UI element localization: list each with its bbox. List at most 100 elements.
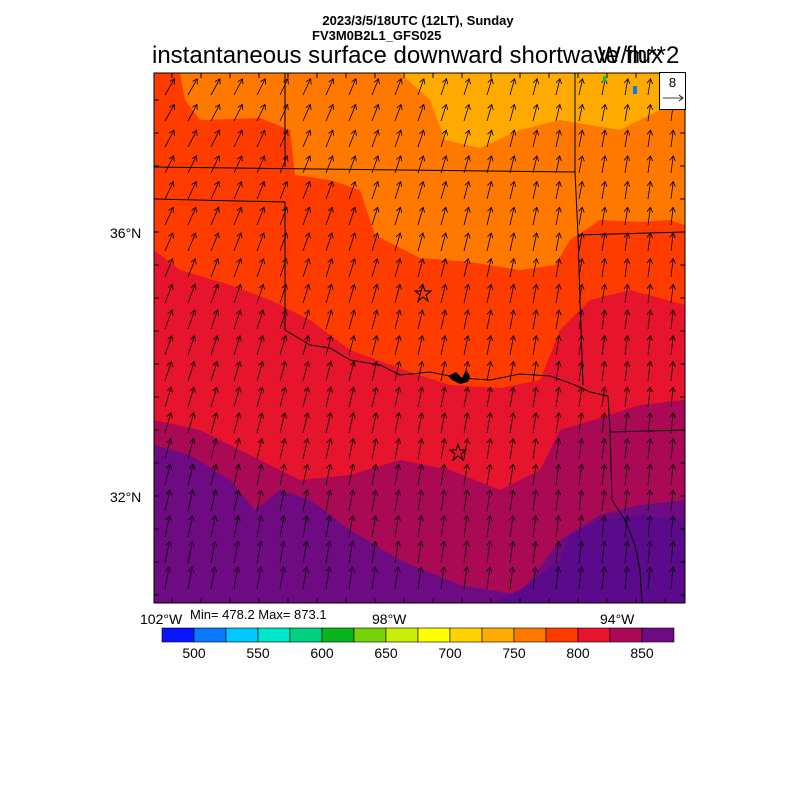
wind-vector xyxy=(187,156,196,174)
wind-vector xyxy=(648,439,650,460)
wind-vector xyxy=(602,490,604,512)
wind-vector xyxy=(348,516,353,538)
wind-vector xyxy=(532,207,537,226)
wind-vector xyxy=(256,104,265,122)
wind-vector xyxy=(579,413,582,434)
wind-vector xyxy=(371,156,378,174)
wind-vector xyxy=(302,516,307,538)
wind-vector xyxy=(533,439,536,460)
wind-vector xyxy=(532,233,537,252)
wind-vector xyxy=(233,156,242,174)
wind-vector xyxy=(579,130,582,148)
wind-vector xyxy=(302,490,307,512)
colorbar-label: 700 xyxy=(438,645,462,661)
wind-vector xyxy=(533,567,536,590)
wind-vector xyxy=(648,130,650,148)
wind-vector xyxy=(348,104,356,122)
wind-vector xyxy=(164,207,173,226)
wind-vector xyxy=(210,156,219,174)
wind-vector xyxy=(509,130,514,148)
shaded-field xyxy=(154,73,685,603)
wind-vector xyxy=(441,541,444,564)
min-max-stats: Min= 478.2 Max= 873.1 xyxy=(190,607,327,622)
wind-vector xyxy=(556,464,559,486)
wind-vector xyxy=(464,541,467,564)
wind-vector xyxy=(417,104,424,122)
wind-vector xyxy=(279,567,284,590)
wind-vector xyxy=(279,439,285,460)
wind-vector xyxy=(187,567,192,590)
wind-vector xyxy=(417,516,421,538)
wind-vector xyxy=(325,516,330,538)
wind-vector xyxy=(487,567,490,590)
wind-vector xyxy=(256,182,264,200)
wind-vector xyxy=(579,284,582,304)
wind-vector xyxy=(302,439,308,460)
wind-vector xyxy=(394,336,400,356)
colorbar xyxy=(161,627,675,643)
wind-vector xyxy=(233,259,241,278)
wind-vector xyxy=(625,567,627,590)
wind-vector xyxy=(233,439,239,460)
wind-vector xyxy=(371,182,378,200)
wind-vector xyxy=(187,464,193,486)
wind-vector xyxy=(325,567,329,590)
wind-vector xyxy=(555,104,560,122)
wind-vector xyxy=(325,259,332,278)
wind-vector xyxy=(302,284,309,304)
wind-vector xyxy=(164,490,170,512)
wind-vector xyxy=(602,310,605,330)
wind-vector xyxy=(440,207,446,226)
wind-vector xyxy=(279,156,287,174)
wind-vector xyxy=(371,79,379,96)
wind-vector xyxy=(671,387,673,408)
wind-vector xyxy=(348,310,354,330)
wind-vector xyxy=(371,464,376,486)
border-missouri-arkansas xyxy=(577,231,685,236)
wind-vector xyxy=(463,156,469,174)
wind-vector xyxy=(625,182,628,200)
wind-vector xyxy=(371,516,376,538)
wind-vector xyxy=(210,207,219,226)
wind-vector xyxy=(394,541,398,564)
wind-vector xyxy=(625,541,627,564)
wind-vector xyxy=(556,439,559,460)
colorbar-swatch xyxy=(417,627,451,643)
wind-vector xyxy=(325,130,333,148)
wind-vector xyxy=(233,233,241,252)
wind-vector xyxy=(579,156,582,174)
colorbar-label: 500 xyxy=(182,645,206,661)
wind-vector xyxy=(417,336,422,356)
wind-vector xyxy=(579,104,582,122)
wind-vector xyxy=(648,79,651,96)
wind-vector xyxy=(463,79,469,96)
wind-vector xyxy=(555,130,560,148)
wind-vector xyxy=(648,336,650,356)
wind-vector xyxy=(671,516,673,538)
wind-vector xyxy=(256,156,265,174)
wind-vector xyxy=(164,104,174,122)
wind-vector xyxy=(441,516,444,538)
wind-vector xyxy=(371,233,378,252)
wind-vector xyxy=(348,362,354,382)
wind-vector xyxy=(348,130,356,148)
wind-vector xyxy=(164,413,171,434)
wind-vector xyxy=(486,259,491,278)
wind-vector xyxy=(371,284,377,304)
wind-vector xyxy=(256,541,261,564)
wind-vector xyxy=(371,413,376,434)
wind-vector xyxy=(394,310,400,330)
wind-vector xyxy=(625,387,627,408)
wind-vector xyxy=(509,362,513,382)
wind-vector xyxy=(509,259,514,278)
colorbar-label: 650 xyxy=(374,645,398,661)
wind-vector xyxy=(187,387,194,408)
wind-vector xyxy=(440,336,445,356)
wind-vector xyxy=(486,156,492,174)
wind-vector xyxy=(671,336,673,356)
wind-vector xyxy=(187,413,194,434)
wind-vector xyxy=(210,336,217,356)
wind-vector xyxy=(671,567,673,590)
wind-vector xyxy=(187,182,196,200)
